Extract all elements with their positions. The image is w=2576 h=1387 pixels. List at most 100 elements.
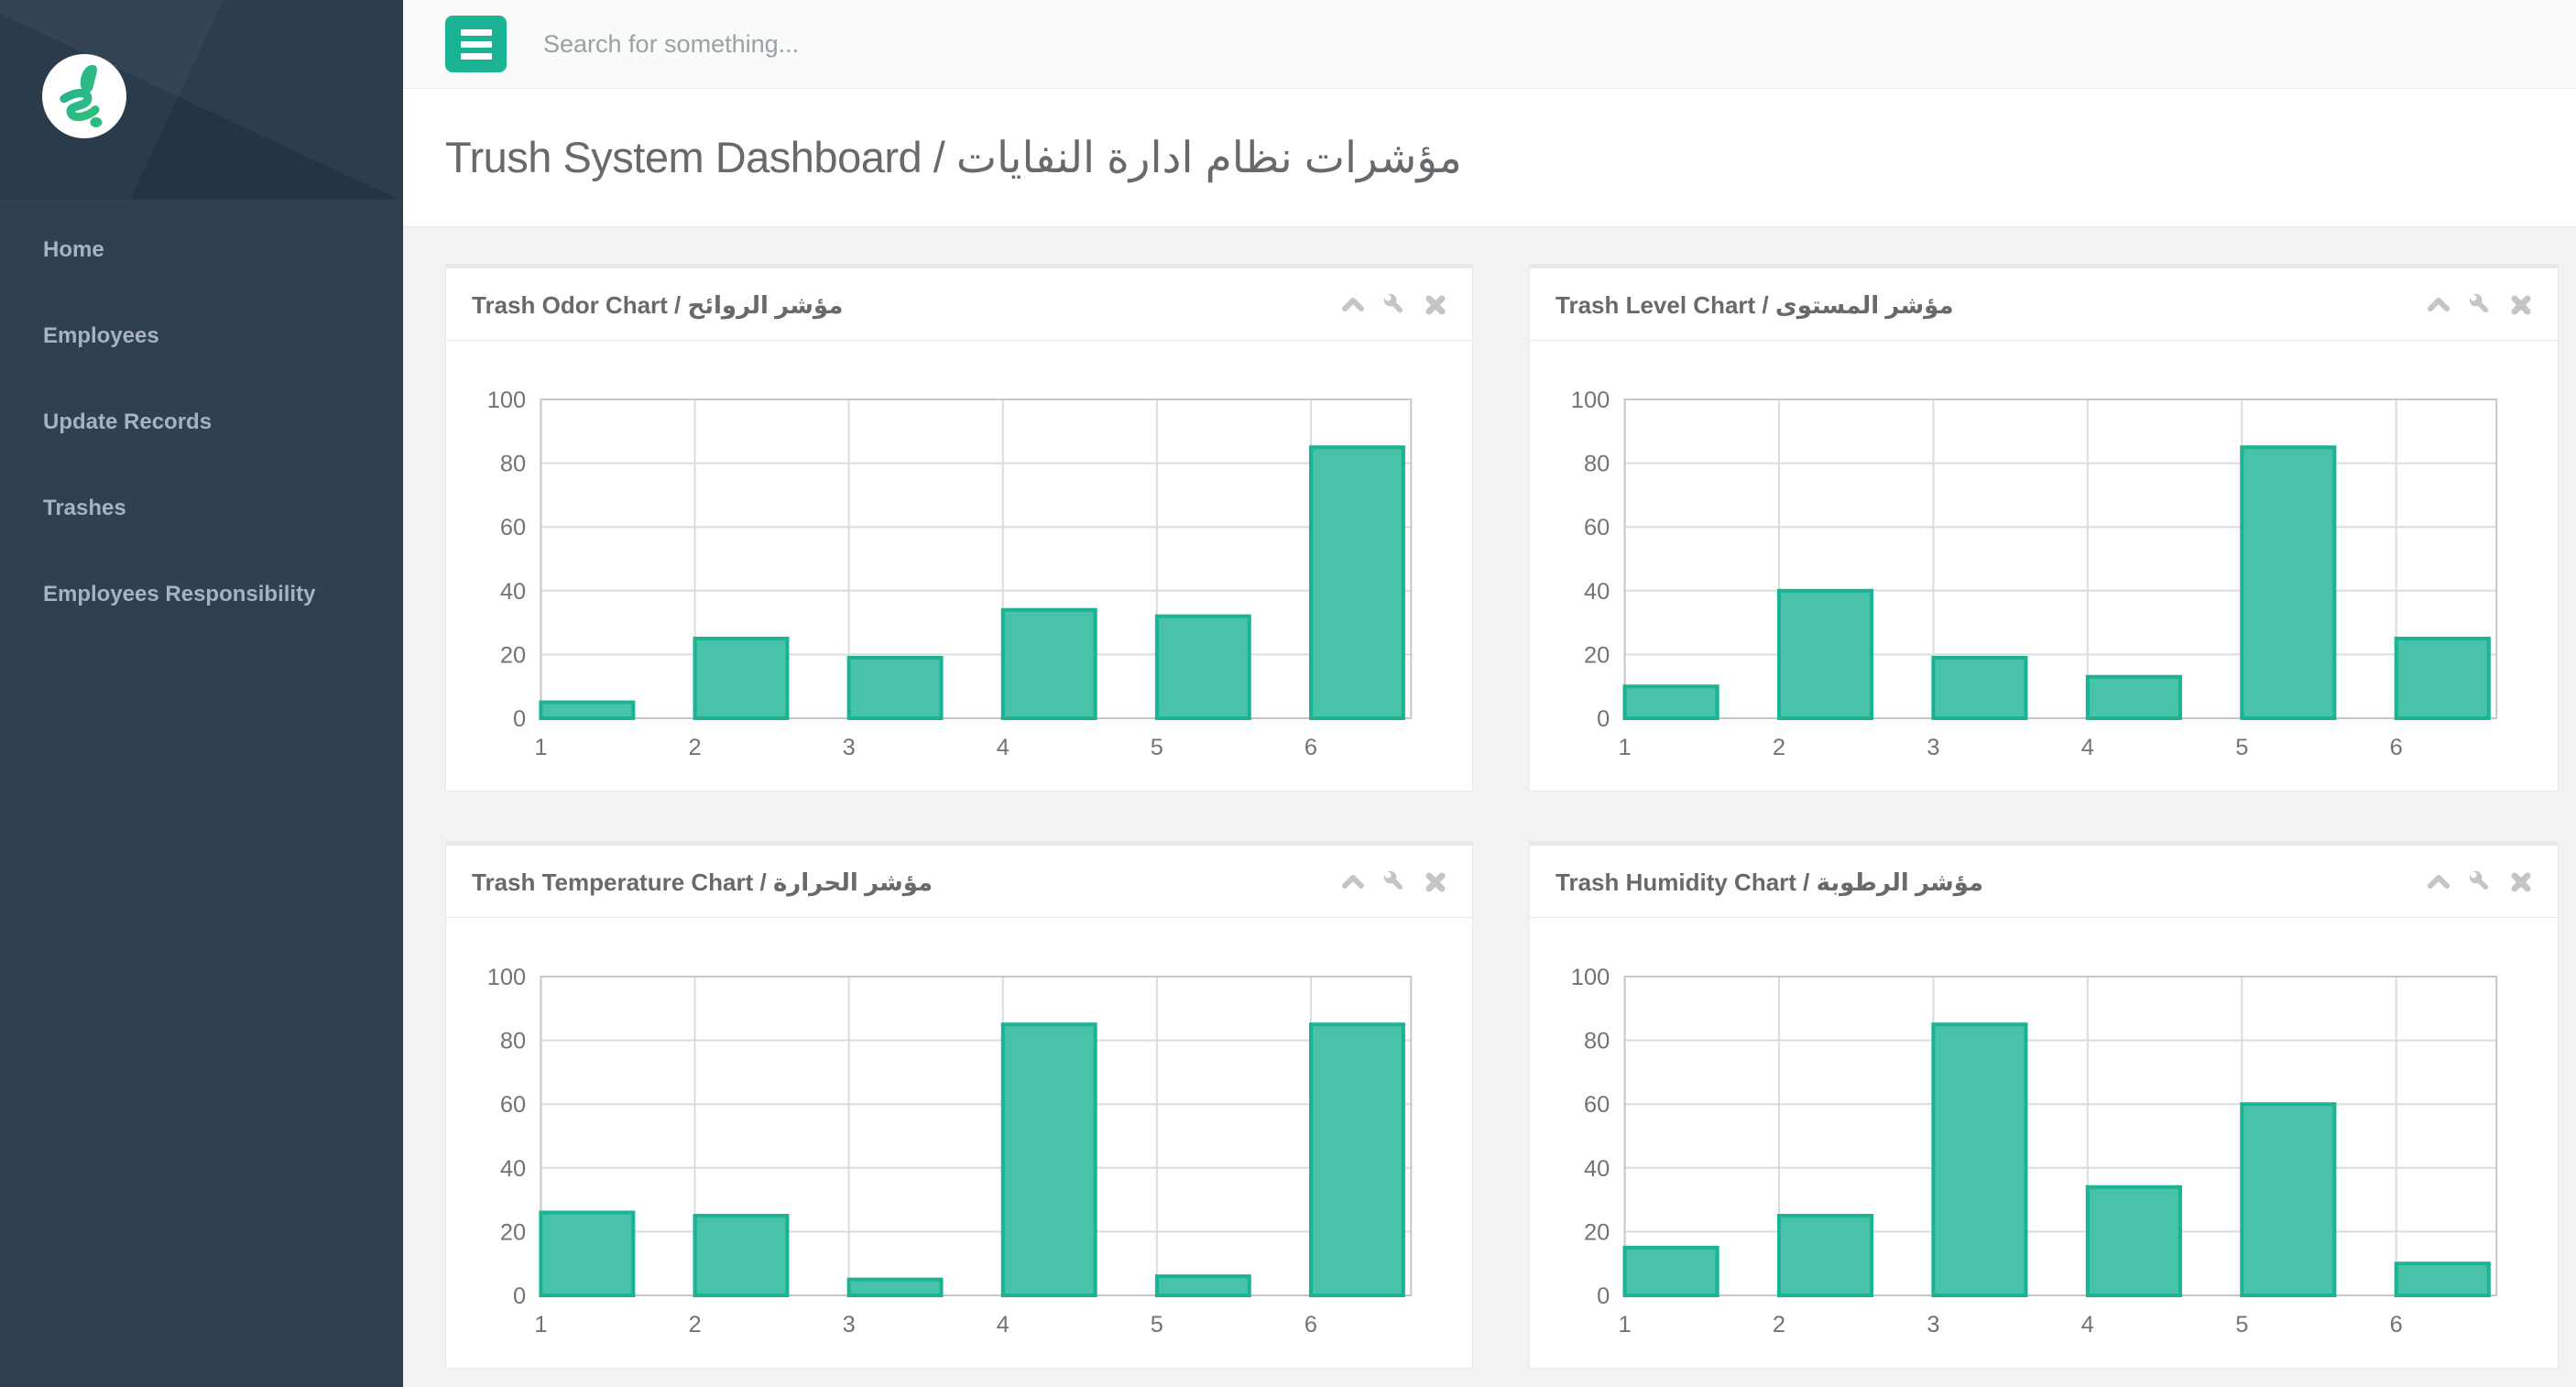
panel-tools (1340, 291, 1448, 319)
main-column: Trush System Dashboard / مؤشرات نظام ادا… (403, 0, 2576, 1387)
panel-body: 0 20 40 60 80 100 1 2 3 4 5 6 (1530, 918, 2558, 1356)
sidebar-toggle-button[interactable] (445, 16, 507, 72)
hamburger-icon (460, 52, 492, 60)
sidebar-header (0, 0, 403, 200)
wrench-icon[interactable] (2466, 291, 2494, 319)
svg-text:6: 6 (2390, 735, 2403, 760)
chevron-up-icon[interactable] (1340, 292, 1366, 318)
sidebar-menu: Home Employees Update Records Trashes Em… (0, 200, 403, 638)
svg-text:6: 6 (1304, 1312, 1317, 1338)
svg-text:0: 0 (513, 1283, 526, 1309)
panel-header: Trash Humidity Chart / مؤشر الرطوبة (1530, 846, 2558, 918)
svg-text:100: 100 (487, 965, 526, 990)
svg-text:4: 4 (2081, 735, 2094, 760)
svg-text:5: 5 (2235, 735, 2248, 760)
svg-text:3: 3 (1927, 735, 1939, 760)
svg-text:1: 1 (1619, 1312, 1632, 1338)
svg-text:60: 60 (500, 1092, 526, 1118)
close-icon[interactable] (1423, 292, 1448, 318)
svg-text:40: 40 (1584, 579, 1610, 605)
page-heading: Trush System Dashboard / مؤشرات نظام ادا… (403, 89, 2576, 227)
svg-text:100: 100 (1571, 388, 1610, 413)
chart-grid: Trash Odor Chart / مؤشر الروائح 0 20 40 60 8… (445, 264, 2559, 1369)
panel-title: Trash Temperature Chart / مؤشر الحرارة (472, 868, 933, 896)
svg-text:1: 1 (1619, 735, 1632, 760)
panel-tools (2426, 868, 2534, 896)
svg-text:80: 80 (500, 1029, 526, 1054)
wrench-icon[interactable] (2466, 868, 2494, 896)
svg-text:20: 20 (500, 643, 526, 669)
sidebar-item-update-records[interactable]: Update Records (43, 410, 213, 434)
panel-title: Trash Humidity Chart / مؤشر الرطوبة (1555, 868, 1984, 896)
svg-text:4: 4 (2081, 1312, 2094, 1338)
svg-text:2: 2 (1773, 1312, 1785, 1338)
close-icon[interactable] (1423, 869, 1448, 895)
svg-text:100: 100 (487, 388, 526, 413)
svg-text:1: 1 (534, 1312, 547, 1338)
panel-trash-odor: Trash Odor Chart / مؤشر الروائح 0 20 40 60 8… (445, 264, 1473, 792)
panel-header: Trash Temperature Chart / مؤشر الحرارة (446, 846, 1472, 918)
svg-text:40: 40 (500, 1156, 526, 1182)
svg-text:60: 60 (1584, 1092, 1610, 1118)
sidebar-item-employees[interactable]: Employees (43, 323, 159, 348)
bar-chart-trash-level: 0 20 40 60 80 100 1 2 3 4 5 6 (1571, 388, 2498, 760)
svg-text:0: 0 (1597, 706, 1610, 732)
svg-text:2: 2 (1773, 735, 1785, 760)
panel-trash-level: Trash Level Chart / مؤشر المستوى 0 20 40 60… (1529, 264, 2559, 792)
panel-trash-humidity: Trash Humidity Chart / مؤشر الرطوبة 0 20 4… (1529, 841, 2559, 1369)
svg-text:4: 4 (997, 735, 1010, 760)
svg-text:80: 80 (1584, 1029, 1610, 1054)
brand-logo[interactable] (42, 54, 126, 138)
sidebar-item-home[interactable]: Home (43, 237, 104, 262)
panel-header: Trash Level Chart / مؤشر المستوى (1530, 268, 2558, 341)
bar-chart-trash-odor: 0 20 40 60 80 100 1 2 3 4 5 6 (487, 388, 1413, 760)
panel-body: 0 20 40 60 80 100 1 2 3 4 5 6 (446, 918, 1472, 1356)
panel-header: Trash Odor Chart / مؤشر الروائح (446, 268, 1472, 341)
sidebar-item-employees-responsibility[interactable]: Employees Responsibility (43, 582, 316, 606)
chevron-up-icon[interactable] (2426, 869, 2451, 895)
bar-chart-trash-temperature: 0 20 40 60 80 100 1 2 3 4 5 6 (487, 965, 1413, 1338)
chevron-up-icon[interactable] (2426, 292, 2451, 318)
bar-chart-trash-humidity: 0 20 40 60 80 100 1 2 3 4 5 6 (1571, 965, 2498, 1338)
hamburger-icon (460, 40, 492, 48)
svg-text:3: 3 (1927, 1312, 1939, 1338)
close-icon[interactable] (2508, 292, 2534, 318)
svg-text:6: 6 (2390, 1312, 2403, 1338)
svg-text:40: 40 (1584, 1156, 1610, 1182)
svg-text:60: 60 (1584, 515, 1610, 541)
wrench-icon[interactable] (1381, 291, 1408, 319)
search-input[interactable] (543, 29, 1368, 59)
svg-text:20: 20 (1584, 643, 1610, 669)
svg-text:3: 3 (843, 1312, 856, 1338)
topbar (403, 0, 2576, 89)
svg-text:1: 1 (534, 735, 547, 760)
svg-text:0: 0 (1597, 1283, 1610, 1309)
panel-tools (2426, 291, 2534, 319)
svg-text:4: 4 (997, 1312, 1010, 1338)
svg-text:2: 2 (688, 1312, 701, 1338)
svg-text:3: 3 (843, 735, 856, 760)
svg-text:5: 5 (1151, 1312, 1163, 1338)
panel-title: Trash Odor Chart / مؤشر الروائح (472, 291, 844, 319)
panel-body: 0 20 40 60 80 100 1 2 3 4 5 6 (446, 341, 1472, 779)
page-title: Trush System Dashboard / مؤشرات نظام ادا… (445, 133, 1462, 181)
svg-text:6: 6 (1304, 735, 1317, 760)
svg-text:60: 60 (500, 515, 526, 541)
svg-text:80: 80 (500, 452, 526, 477)
panel-title: Trash Level Chart / مؤشر المستوى (1555, 291, 1954, 319)
content-area: Trash Odor Chart / مؤشر الروائح 0 20 40 60 8… (403, 227, 2576, 1387)
sidebar: Home Employees Update Records Trashes Em… (0, 0, 403, 1387)
svg-text:40: 40 (500, 579, 526, 605)
sidebar-item-trashes[interactable]: Trashes (43, 496, 126, 520)
chevron-up-icon[interactable] (1340, 869, 1366, 895)
svg-text:0: 0 (513, 706, 526, 732)
panel-body: 0 20 40 60 80 100 1 2 3 4 5 6 (1530, 341, 2558, 779)
svg-text:20: 20 (1584, 1220, 1610, 1246)
svg-text:80: 80 (1584, 452, 1610, 477)
wrench-icon[interactable] (1381, 868, 1408, 896)
svg-text:5: 5 (2235, 1312, 2248, 1338)
svg-text:2: 2 (688, 735, 701, 760)
svg-text:5: 5 (1151, 735, 1163, 760)
close-icon[interactable] (2508, 869, 2534, 895)
